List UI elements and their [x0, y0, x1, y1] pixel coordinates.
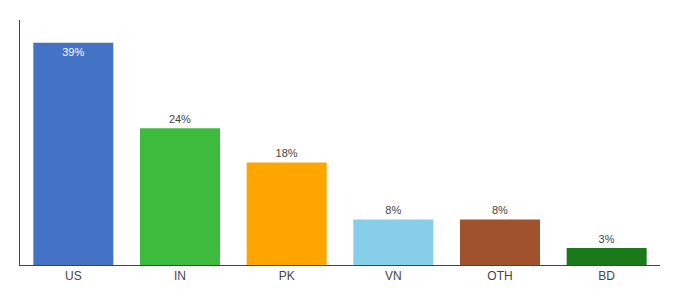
svg-text:IN: IN: [174, 269, 186, 283]
svg-text:PK: PK: [279, 269, 295, 283]
svg-text:18%: 18%: [276, 147, 298, 159]
svg-text:24%: 24%: [169, 113, 191, 125]
svg-text:OTH: OTH: [487, 269, 512, 283]
svg-text:VN: VN: [385, 269, 402, 283]
svg-text:BD: BD: [598, 269, 615, 283]
svg-text:8%: 8%: [492, 204, 508, 216]
svg-text:39%: 39%: [62, 46, 84, 58]
svg-text:3%: 3%: [599, 233, 615, 245]
svg-text:8%: 8%: [385, 204, 401, 216]
svg-text:US: US: [65, 269, 82, 283]
